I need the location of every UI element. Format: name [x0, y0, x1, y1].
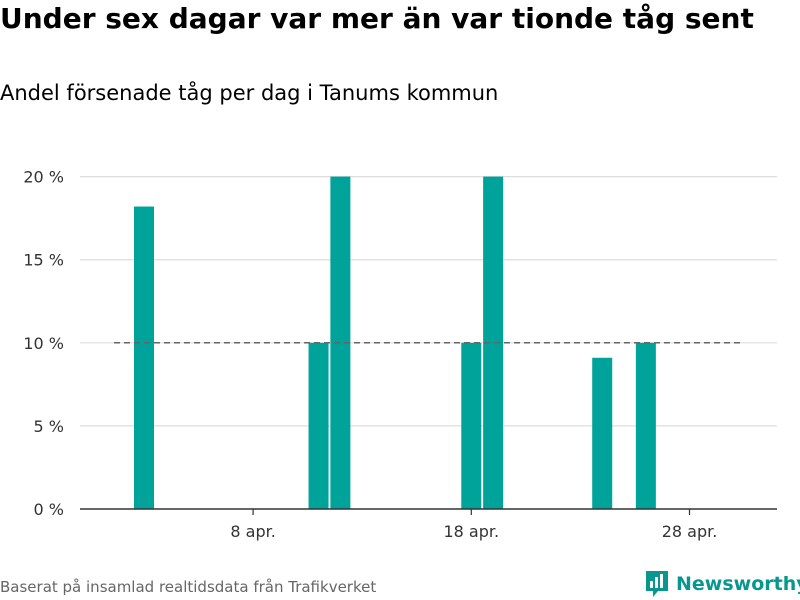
- y-tick-label: 15 %: [23, 251, 64, 270]
- chart-title: Under sex dagar var mer än var tionde tå…: [0, 2, 754, 35]
- bar: [483, 176, 504, 509]
- bar: [330, 176, 351, 509]
- x-tick-label: 18 apr.: [443, 522, 499, 541]
- y-tick-label: 20 %: [23, 168, 64, 187]
- brand-logo: Newsworthy: [644, 568, 800, 600]
- x-tick-label: 8 apr.: [230, 522, 275, 541]
- y-tick-label: 5 %: [34, 417, 64, 436]
- bar: [134, 206, 154, 510]
- bar: [308, 342, 329, 509]
- bar: [592, 357, 613, 509]
- newsworthy-logo-icon: [646, 571, 668, 597]
- y-tick-label: 10 %: [23, 334, 64, 353]
- x-tick-label: 28 apr.: [662, 522, 718, 541]
- bar: [635, 342, 656, 509]
- brand-name: Newsworthy: [676, 573, 800, 595]
- bar: [461, 342, 482, 509]
- y-tick-label: 0 %: [34, 500, 64, 519]
- source-note: Baserat på insamlad realtidsdata från Tr…: [0, 578, 377, 596]
- chart-subtitle: Andel försenade tåg per dag i Tanums kom…: [0, 81, 499, 105]
